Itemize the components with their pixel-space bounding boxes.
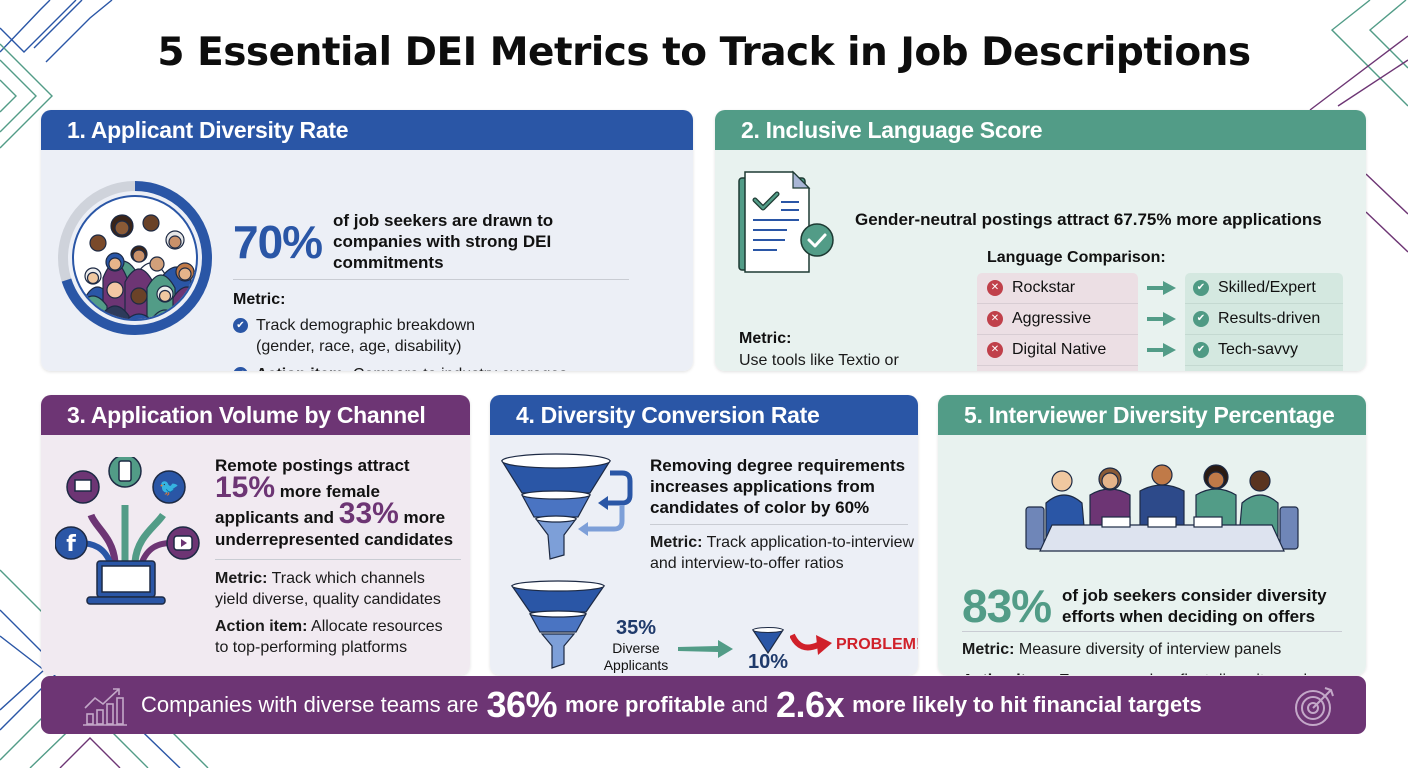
card-header: 2. Inclusive Language Score: [715, 110, 1366, 150]
divider: [962, 631, 1342, 632]
divider: [233, 279, 629, 280]
card-header: 3. Application Volume by Channel: [41, 395, 470, 435]
metric-text: Use tools like Textio or Gender Decoder: [739, 352, 899, 369]
svg-text:f: f: [66, 532, 76, 557]
metric-item: ✔ Track demographic breakdown (gender, ra…: [233, 315, 475, 357]
card-interviewer-diversity-percentage: 5. Interviewer Diversity Percentage: [938, 395, 1366, 675]
card-header: 5. Interviewer Diversity Percentage: [938, 395, 1366, 435]
card-header: 1. Applicant Diversity Rate: [41, 110, 693, 150]
target-icon: [1295, 687, 1334, 726]
action-text: Action item: Allocate resources to top-p…: [215, 618, 443, 656]
language-comparison-table: ✕ Rockstar ✔ Skilled/Expert ✕ Aggressive ✔ R…: [977, 273, 1343, 371]
check-circle-icon: ✔: [233, 318, 248, 333]
headline: Gender-neutral postings attract 67.75% m…: [855, 210, 1322, 229]
x-circle-icon: ✕: [987, 280, 1003, 296]
stat-description: Remote postings attract 15% more female …: [215, 456, 454, 549]
x-circle-icon: ✕: [987, 311, 1003, 327]
x-circle-icon: ✕: [987, 342, 1003, 358]
metric-text: Metric: Measure diversity of interview p…: [962, 641, 1282, 658]
growth-chart-icon: [83, 688, 127, 726]
card-inclusive-language-score: 2. Inclusive Language Score Gender-neutr…: [715, 110, 1366, 371]
divider: [215, 559, 461, 560]
arrow-right-icon: [1147, 312, 1176, 326]
funnel-start-value: 35%: [615, 617, 657, 639]
banner-value-profitability: 36%: [486, 684, 558, 725]
banner-value-targets: 2.6x: [776, 684, 845, 725]
stat-value: 83%: [962, 580, 1052, 632]
check-circle-icon: ✔: [233, 367, 248, 371]
funnel-end-value: 10%: [747, 651, 789, 673]
stat-value-underrepresented: 33%: [338, 497, 399, 530]
funnel-loop-icon: [500, 453, 633, 560]
comparison-row: ✕ Digital Native ✔ Tech-savvy: [977, 335, 1343, 366]
divider: [650, 524, 908, 525]
curved-arrow-red-icon: [790, 633, 832, 655]
card-header: 4. Diversity Conversion Rate: [490, 395, 918, 435]
banner-text: Companies with diverse teams are 36% mor…: [141, 684, 1202, 725]
document-check-icon: [738, 170, 834, 273]
stat-value: 70%: [233, 216, 323, 268]
stat-description: of job seekers are drawn to companies wi…: [333, 211, 554, 272]
funnel-end: 10% Final Interviews: [708, 651, 828, 675]
arrow-right-icon: [1147, 281, 1176, 295]
action-item: ✔ Action item: Compare to industry avera…: [233, 364, 567, 371]
summary-banner: Companies with diverse teams are 36% mor…: [41, 676, 1366, 734]
diverse-people-donut-icon: [58, 181, 212, 335]
stat-value-female: 15%: [215, 471, 276, 504]
metric-text: Metric: Track which channels yield diver…: [215, 570, 441, 608]
channels-laptop-icon: 🐦 f: [55, 457, 200, 605]
stat-description: of job seekers consider diversity effort…: [1062, 586, 1327, 626]
check-circle-icon: ✔: [1193, 280, 1209, 296]
metric-label: Metric:: [233, 291, 286, 308]
metric-label: Metric:: [739, 330, 792, 347]
check-circle-icon: ✔: [1193, 342, 1209, 358]
comparison-row: ✕ Rockstar ✔ Skilled/Expert: [977, 273, 1343, 304]
arrow-right-icon: [678, 640, 733, 658]
funnel-icon: [510, 580, 606, 669]
funnel-start: 35% Diverse Applicants: [596, 617, 676, 674]
comparison-label: Language Comparison:: [987, 249, 1166, 266]
comparison-row: ✕ Aggressive ✔ Results-driven: [977, 304, 1343, 335]
metric-text: Metric: Track application-to-interview a…: [650, 534, 915, 572]
card-applicant-diversity-rate: 1. Applicant Diversity Rate: [41, 110, 693, 371]
interview-panel-icon: [1025, 464, 1299, 552]
page-title: 5 Essential DEI Metrics to Track in Job …: [157, 30, 1251, 75]
card-diversity-conversion-rate: 4. Diversity Conversion Rate Removing de…: [490, 395, 918, 675]
action-text: Action item: Ensure panels reflect diver…: [962, 670, 1315, 675]
small-funnel-icon: [752, 627, 784, 655]
headline: Removing degree requirements increases a…: [650, 456, 906, 517]
svg-text:🐦: 🐦: [159, 478, 179, 497]
check-circle-icon: ✔: [1193, 311, 1209, 327]
comparison-row: ✕Cultural Fit ✔Cultural Add: [977, 366, 1343, 371]
problem-alert: PROBLEM!: [836, 636, 918, 653]
card-application-volume-by-channel: 3. Application Volume by Channel 🐦 f: [41, 395, 470, 675]
arrow-right-icon: [1147, 343, 1176, 357]
